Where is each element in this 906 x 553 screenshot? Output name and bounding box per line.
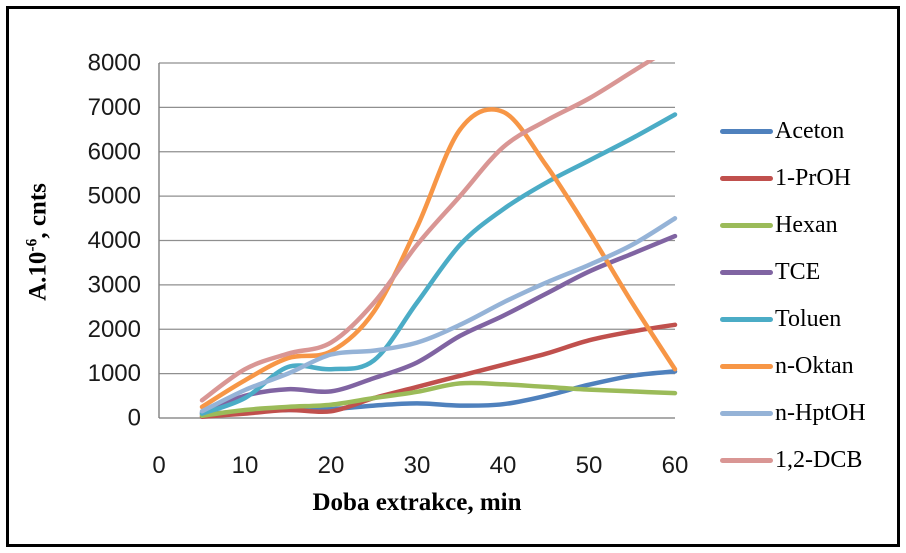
y-axis-title-superscript: -6: [23, 238, 41, 252]
legend-label-toluen: Toluen: [775, 306, 842, 332]
y-axis-title-prefix: A.10: [24, 251, 52, 301]
y-tick-label: 7000: [88, 94, 141, 121]
y-tick-label: 6000: [88, 138, 141, 165]
y-tick-label: 4000: [88, 227, 141, 254]
x-axis-title: Doba extrakce, min: [312, 489, 522, 516]
legend-swatch-n-hptoh: [720, 410, 773, 416]
legend-label-hexan: Hexan: [775, 212, 838, 238]
legend-swatch-aceton: [720, 128, 773, 134]
legend-label-tce: TCE: [775, 259, 821, 285]
legend-item-aceton: Aceton: [720, 117, 866, 145]
legend-label-1-proh: 1-PrOH: [775, 165, 851, 191]
x-tick-label: 60: [662, 452, 689, 479]
legend-item-n-oktan: n-Oktan: [720, 352, 866, 380]
series-line-n-oktan: [199, 107, 678, 410]
y-tick-label: 2000: [88, 316, 141, 343]
legend-swatch-n-oktan: [720, 363, 773, 369]
series-line-tce: [199, 233, 678, 415]
legend-swatch-1-2-dcb: [720, 457, 773, 463]
series-line-toluen: [199, 112, 678, 416]
y-tick-label: 1000: [88, 360, 141, 387]
y-tick-label: 3000: [88, 271, 141, 298]
legend-label-aceton: Aceton: [775, 118, 845, 144]
legend-item-n-hptoh: n-HptOH: [720, 399, 866, 427]
x-tick-label: 30: [404, 452, 431, 479]
series-line-1-2-dcb: [199, 60, 656, 403]
series-line-1-proh: [199, 322, 678, 419]
x-tick-label: 40: [490, 452, 517, 479]
legend-label-n-hptoh: n-HptOH: [775, 400, 866, 426]
legend-label-n-oktan: n-Oktan: [775, 353, 854, 379]
series-line-n-hptoh: [199, 216, 678, 414]
legend-item-tce: TCE: [720, 258, 866, 286]
y-tick-label: 0: [128, 405, 141, 432]
x-tick-label: 10: [232, 452, 259, 479]
y-tick-label: 8000: [88, 50, 141, 77]
series-line-hexan: [199, 380, 678, 419]
y-axis-title: A.10-6, cnts: [23, 183, 52, 301]
y-tick-label: 5000: [88, 183, 141, 210]
legend-item-1-proh: 1-PrOH: [720, 164, 866, 192]
legend-swatch-toluen: [720, 316, 773, 322]
legend-label-1-2-dcb: 1,2-DCB: [775, 447, 863, 473]
x-tick-label: 50: [576, 452, 603, 479]
legend-swatch-1-proh: [720, 175, 773, 181]
legend-item-toluen: Toluen: [720, 305, 866, 333]
legend-item-1-2-dcb: 1,2-DCB: [720, 446, 866, 474]
legend-item-hexan: Hexan: [720, 211, 866, 239]
x-tick-label: 20: [318, 452, 345, 479]
y-axis-title-suffix: , cnts: [24, 183, 52, 239]
legend: Aceton 1-PrOH Hexan TCE Toluen n-Oktan n-HptOH…: [720, 117, 866, 474]
legend-swatch-tce: [720, 269, 773, 275]
x-tick-label: 0: [152, 452, 165, 479]
legend-swatch-hexan: [720, 222, 773, 228]
